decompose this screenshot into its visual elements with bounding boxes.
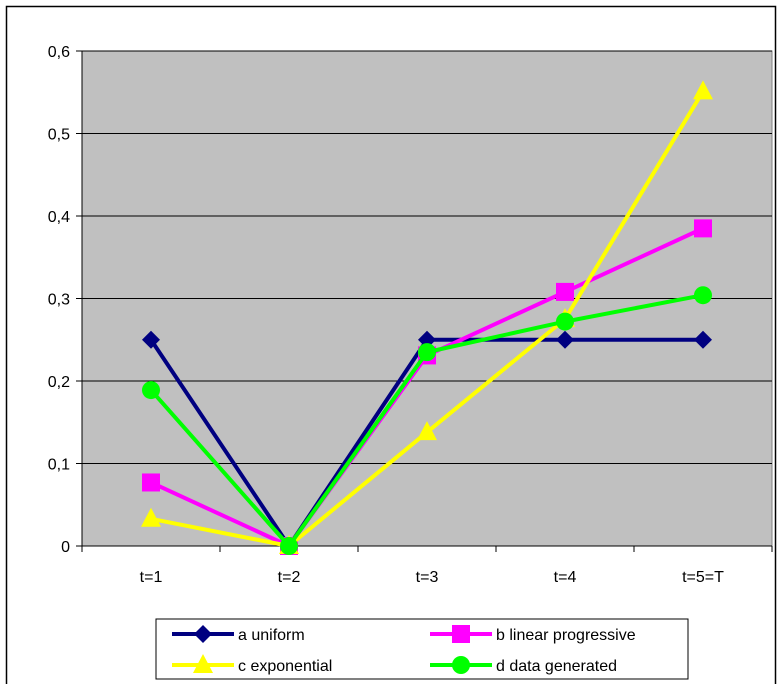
x-tick-label: t=4: [554, 569, 577, 586]
legend-item: c exponential: [172, 654, 332, 675]
data-point: [142, 381, 160, 400]
x-tick-label: t=2: [278, 569, 301, 586]
legend-marker: [452, 656, 470, 674]
y-tick-label: 0,1: [48, 457, 70, 474]
legend-item: a uniform: [172, 625, 305, 644]
data-point: [556, 330, 574, 349]
y-tick-label: 0,2: [48, 374, 70, 391]
data-point: [556, 282, 574, 301]
data-point: [141, 507, 161, 527]
y-tick-label: 0,4: [48, 209, 70, 226]
legend-marker: [452, 625, 470, 643]
x-tick-label: t=1: [140, 569, 163, 586]
data-point: [418, 343, 436, 362]
gridlines: [82, 50, 772, 464]
legend-marker: [194, 625, 212, 643]
series-d-data-generated: [142, 286, 712, 555]
data-point: [694, 330, 712, 349]
legend: a uniform b linear progressive c exponenti…: [155, 618, 689, 680]
y-tick-label: 0,5: [48, 127, 70, 144]
x-tick-label: t=3: [416, 569, 439, 586]
y-tick-label: 0,3: [48, 292, 70, 309]
data-point: [694, 219, 712, 238]
legend-item: b linear progressive: [430, 625, 636, 644]
y-axis-ticks: 0 0,1 0,2 0,3 0,4 0,5 0,6: [48, 44, 82, 556]
legend-item: d data generated: [430, 656, 617, 675]
data-point: [417, 421, 437, 441]
data-point: [418, 330, 436, 349]
data-point: [142, 330, 160, 349]
data-point: [556, 312, 574, 331]
legend-box: [155, 618, 689, 680]
y-tick-label: 0: [61, 539, 70, 556]
legend-label: d data generated: [496, 658, 617, 675]
data-point: [142, 473, 160, 492]
legend-label: c exponential: [238, 658, 332, 675]
data-point: [280, 537, 298, 555]
x-tick-label: t=5=T: [682, 569, 724, 586]
data-point: [694, 286, 712, 305]
legend-label: a uniform: [238, 627, 305, 644]
x-axis-ticks: t=1 t=2 t=3 t=4 t=5=T: [81, 546, 773, 586]
legend-marker: [193, 654, 213, 673]
data-point: [693, 80, 713, 100]
series-group: [141, 80, 713, 555]
legend-label: b linear progressive: [496, 627, 636, 644]
y-tick-label: 0,6: [48, 44, 70, 61]
